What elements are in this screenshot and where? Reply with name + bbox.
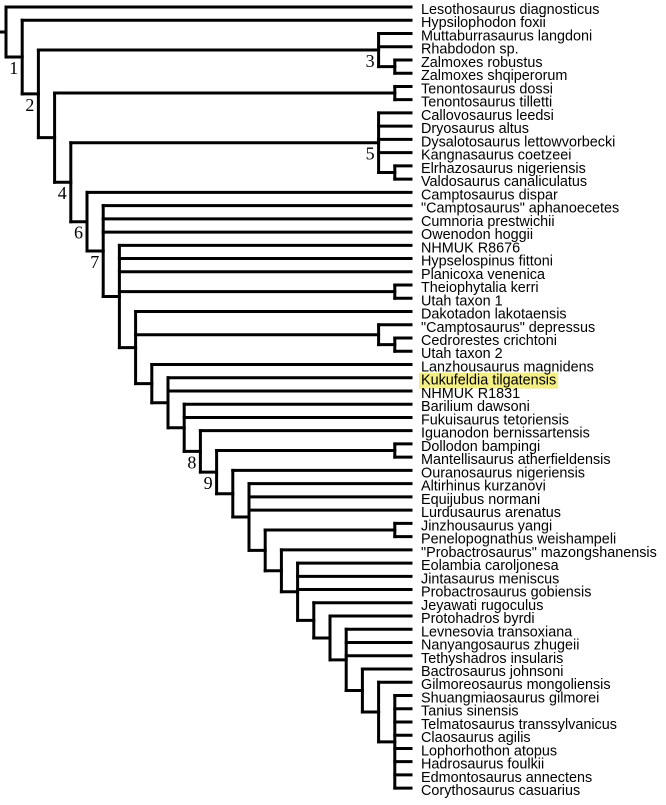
taxon-label: Altirhinus kurzanovi	[421, 479, 546, 495]
node-label: 1	[9, 58, 18, 78]
taxon-label: Camptosaurus dispar	[421, 187, 558, 203]
node-label: 4	[58, 183, 67, 203]
taxon-label: Barilium dawsoni	[421, 399, 530, 415]
taxon-label: "Camptosaurus" aphanoecetes	[421, 201, 619, 217]
taxon-label: "Camptosaurus" depressus	[421, 320, 595, 336]
taxon-label: Levnesovia transoxiana	[421, 624, 572, 640]
node-label: 6	[74, 223, 83, 243]
highlights	[419, 372, 559, 389]
taxon-label: Tenontosaurus dossi	[421, 81, 553, 97]
node-label: 5	[366, 144, 375, 164]
node-label: 9	[204, 473, 213, 493]
taxon-labels: Lesothosaurus diagnosticusHypsilophodon …	[421, 2, 657, 799]
taxon-label: Kangnasaurus coetzeei	[421, 148, 571, 164]
taxon-label: Lophorhothon atopus	[421, 743, 557, 759]
taxon-label: Tenontosaurus tilletti	[421, 95, 552, 111]
taxon-label: Zalmoxes shqiperorum	[421, 68, 567, 84]
taxon-label: Cedrorestes crichtoni	[421, 333, 557, 349]
taxon-label: Mantellisaurus atherfieldensis	[421, 452, 611, 468]
taxon-label: Planicoxa venenica	[421, 267, 545, 283]
node-label: 2	[25, 95, 34, 115]
taxon-label: Tanius sinensis	[421, 704, 519, 720]
taxon-label: Nanyangosaurus zhugeii	[421, 638, 579, 654]
taxon-label: Jinzhousaurus yangi	[421, 518, 552, 534]
taxon-label: Lurdusaurus arenatus	[421, 505, 561, 521]
taxon-label: Dollodon bampingi	[421, 439, 540, 455]
taxon-highlight	[419, 372, 559, 389]
taxon-label: Probactrosaurus gobiensis	[421, 585, 591, 601]
taxon-label: NHMUK R8676	[421, 240, 520, 256]
taxon-label: Protohadros byrdi	[421, 611, 535, 627]
taxon-label: Dryosaurus altus	[421, 121, 529, 137]
taxon-label: Elrhazosaurus nigeriensis	[421, 161, 586, 177]
taxon-label: Shuangmiaosaurus gilmorei	[421, 690, 599, 706]
taxon-label: Zalmoxes robustus	[421, 55, 543, 71]
branches	[0, 5, 413, 790]
taxon-label: Hadrosaurus foulkii	[421, 757, 544, 773]
taxon-label: Fukuisaurus tetoriensis	[421, 412, 569, 428]
taxon-label: Dysalotosaurus lettowvorbecki	[421, 134, 615, 150]
node-labels: 3 5 98 764 21	[9, 51, 374, 493]
node-label: 8	[187, 452, 196, 472]
taxon-label: Jeyawati rugoculus	[421, 598, 543, 614]
taxon-label: Dakotadon lakotaensis	[421, 307, 567, 323]
taxon-label: Hypselospinus fittoni	[421, 254, 553, 270]
taxon-label: Cumnoria prestwichii	[421, 214, 555, 230]
taxon-label: Gilmoreosaurus mongoliensis	[421, 677, 611, 693]
taxon-label: Lanzhousaurus magnidens	[421, 359, 594, 375]
taxon-label: Muttaburrasaurus langdoni	[421, 28, 592, 44]
taxon-label: Lesothosaurus diagnosticus	[421, 2, 599, 18]
taxon-label: Utah taxon 1	[421, 293, 503, 309]
taxon-label: Utah taxon 2	[421, 346, 503, 362]
taxon-label: Theiophytalia kerri	[421, 280, 539, 296]
taxon-label: Bactrosaurus johnsoni	[421, 664, 563, 680]
node-label: 3	[366, 51, 375, 71]
taxon-label: Claosaurus agilis	[421, 730, 531, 746]
taxon-label: Corythosaurus casuarius	[421, 783, 580, 799]
taxon-label: Iguanodon bernissartensis	[421, 426, 590, 442]
taxon-label-highlighted: Kukufeldia tilgatensis	[421, 373, 556, 389]
taxon-label: Ouranosaurus nigeriensis	[421, 465, 585, 481]
taxon-label: Rhabdodon sp.	[421, 42, 519, 58]
taxon-label: Jintasaurus meniscus	[421, 571, 559, 587]
taxon-label: Hypsilophodon foxii	[421, 15, 546, 31]
taxon-label: Penelopognathus weishampeli	[421, 532, 616, 548]
taxon-label: "Probactrosaurus" mazongshanensis	[421, 545, 657, 561]
taxon-label: NHMUK R1831	[421, 386, 520, 402]
taxon-label: Edmontosaurus annectens	[421, 770, 592, 786]
taxon-label: Eolambia caroljonesa	[421, 558, 559, 574]
taxon-label: Equijubus normani	[421, 492, 540, 508]
taxon-label: Callovosaurus leedsi	[421, 108, 554, 124]
taxon-label: Owenodon hoggii	[421, 227, 533, 243]
node-label: 7	[90, 252, 99, 272]
taxon-label: Telmatosaurus transsylvanicus	[421, 717, 617, 733]
taxon-label: Tethyshadros insularis	[421, 651, 563, 667]
taxon-label: Valdosaurus canaliculatus	[421, 174, 587, 190]
